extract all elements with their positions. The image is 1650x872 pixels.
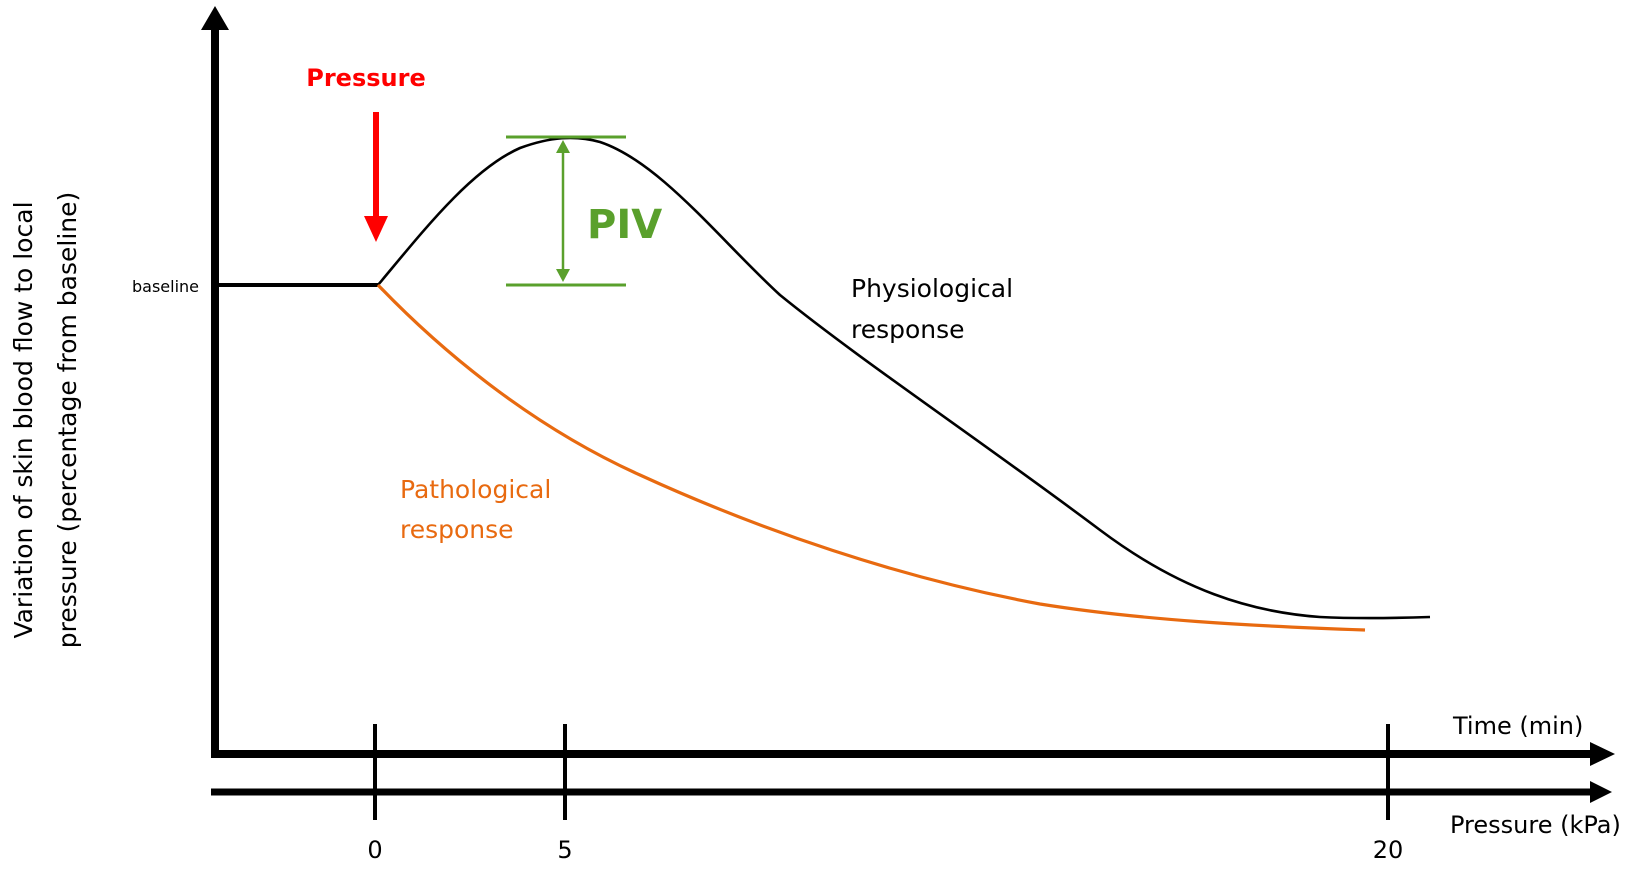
pressure-axis-label: Pressure (kPa)	[1450, 811, 1621, 839]
piv-arrow-up-icon	[556, 140, 570, 153]
pressure-arrow-icon	[364, 112, 388, 242]
piv-marker	[506, 135, 626, 287]
tick-label: 0	[367, 836, 382, 864]
baseline-label: baseline	[132, 277, 199, 296]
y-axis-arrow-icon	[201, 6, 229, 30]
physiological-label-line2: response	[851, 315, 965, 344]
time-axis-arrow-icon	[1590, 742, 1615, 766]
pathological-label-line2: response	[400, 515, 514, 544]
piv-label: PIV	[587, 202, 662, 248]
physiological-curve	[377, 136, 1431, 620]
y-axis-label: Variation of skin blood flow to local pr…	[9, 192, 82, 649]
tick-label: 5	[557, 836, 572, 864]
time-axis-label: Time (min)	[1452, 712, 1583, 740]
pressure-axis-arrow-icon	[1590, 781, 1612, 803]
time-axis	[211, 742, 1615, 766]
pathological-curve	[376, 283, 1366, 632]
piv-arrow-down-icon	[556, 269, 570, 282]
y-axis	[201, 6, 229, 750]
tick-label: 20	[1373, 836, 1404, 864]
physiological-label-line1: Physiological	[851, 274, 1013, 303]
y-axis-label-line1: Variation of skin blood flow to local	[9, 201, 38, 638]
pressure-annotation: Pressure	[306, 64, 425, 92]
pressure-axis	[211, 781, 1612, 803]
y-axis-label-line2: pressure (percentage from baseline)	[53, 192, 82, 649]
axis-ticks: 0 5 20	[367, 724, 1403, 864]
pathological-label-line1: Pathological	[400, 475, 551, 504]
